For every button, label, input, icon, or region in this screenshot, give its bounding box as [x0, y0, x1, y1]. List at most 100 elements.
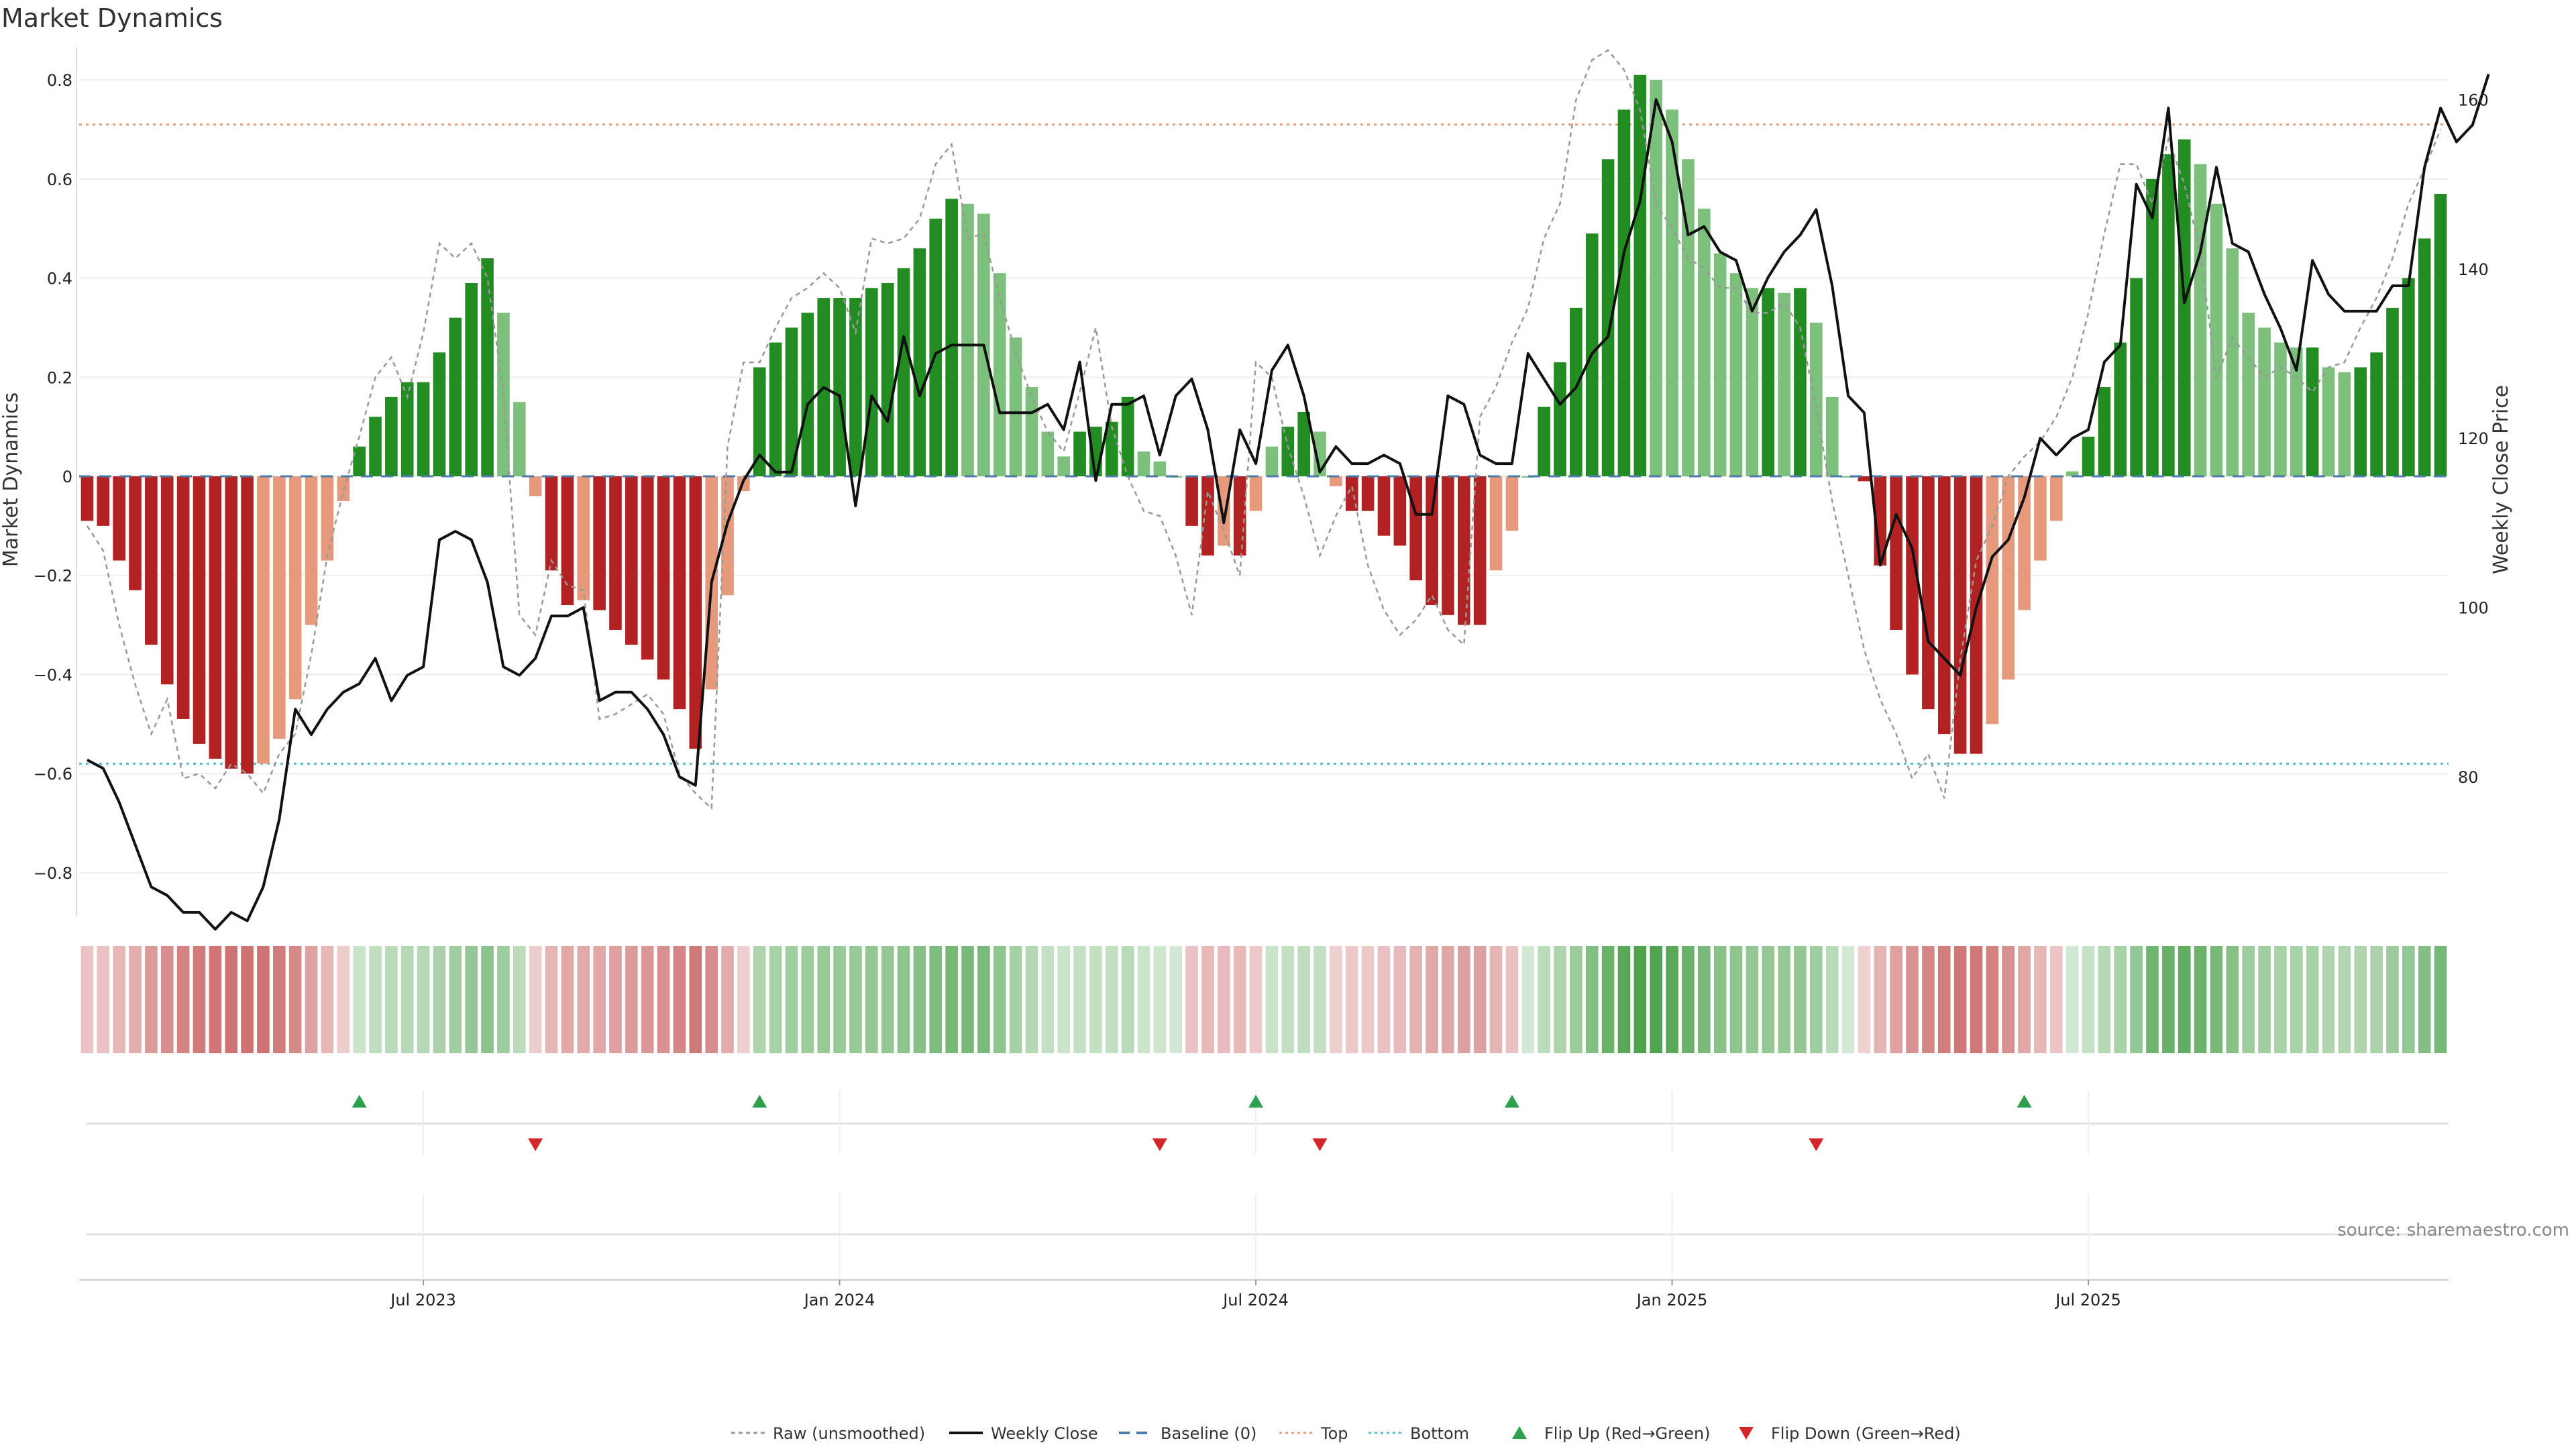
dynamics-bar — [913, 248, 926, 476]
heat-cell — [2322, 946, 2335, 1053]
dynamics-bar — [1986, 476, 1999, 724]
heat-cell — [1778, 946, 1790, 1053]
dynamics-bar — [609, 476, 622, 630]
left-tick-label: 0.8 — [47, 71, 72, 90]
dynamics-bar — [1009, 337, 1022, 476]
heat-cell — [1409, 946, 1423, 1053]
dynamics-bar — [1409, 476, 1423, 581]
dynamics-bar — [2178, 139, 2191, 476]
left-tick-label: 0.2 — [47, 368, 72, 387]
heat-cell — [1153, 946, 1167, 1053]
heat-cell — [80, 946, 94, 1053]
dynamics-bar — [1841, 476, 1855, 478]
dynamics-bar — [2418, 238, 2431, 476]
source-label: source: sharemaestro.com — [2337, 1220, 2569, 1240]
dynamics-bar — [2002, 476, 2015, 680]
dynamics-bar — [1970, 476, 1983, 754]
dynamics-bar — [2082, 436, 2095, 476]
dynamics-bar — [1937, 476, 1951, 735]
heat-cell — [305, 946, 318, 1053]
legend-label: Flip Down (Green→Red) — [1771, 1424, 1961, 1443]
heat-cell — [1073, 946, 1086, 1053]
dynamics-bar — [721, 476, 734, 596]
heat-cell — [288, 946, 302, 1053]
dynamics-bar — [2050, 476, 2063, 521]
raw-series — [86, 49, 2442, 810]
dynamics-bar — [305, 476, 318, 625]
heat-cell — [433, 946, 446, 1053]
dynamics-bar — [400, 382, 414, 476]
heat-cell — [353, 946, 366, 1053]
left-tick-label: 0.6 — [47, 170, 72, 189]
legend-label: Flip Up (Red→Green) — [1544, 1424, 1711, 1443]
dynamics-bar — [1922, 476, 1935, 710]
heat-cell — [785, 946, 798, 1053]
heat-cell — [1890, 946, 1902, 1053]
dynamics-bar — [113, 476, 125, 561]
heat-cell — [2210, 946, 2223, 1053]
dynamics-bar — [481, 258, 494, 476]
heat-cell — [1169, 946, 1183, 1053]
heat-cell — [1249, 946, 1263, 1053]
heat-cell — [657, 946, 670, 1053]
dynamics-bar — [1825, 396, 1839, 476]
heat-cell — [2146, 946, 2159, 1053]
dynamics-bar — [449, 317, 462, 476]
heat-cell — [1009, 946, 1022, 1053]
heat-cell — [1538, 946, 1550, 1053]
dynamics-bar — [513, 402, 526, 476]
heat-cell — [2274, 946, 2287, 1053]
heat-cell — [176, 946, 190, 1053]
heat-cell — [209, 946, 222, 1053]
dynamics-bar — [2354, 367, 2367, 476]
dynamics-bar — [257, 476, 270, 764]
right-tick-label: 80 — [2458, 768, 2479, 787]
dynamics-bar — [353, 446, 366, 476]
dynamics-bar — [2434, 193, 2447, 476]
heat-cell — [1986, 946, 1999, 1053]
dynamics-bar — [753, 367, 766, 476]
right-tick-label: 140 — [2458, 260, 2489, 279]
heat-cell — [1697, 946, 1711, 1053]
heat-cell — [1201, 946, 1214, 1053]
heat-cell — [2178, 946, 2191, 1053]
heat-cell — [641, 946, 654, 1053]
heat-cell — [1313, 946, 1326, 1053]
dynamics-bar — [1906, 476, 1919, 675]
dynamics-bar — [561, 476, 574, 606]
heat-cell — [1585, 946, 1599, 1053]
dynamics-bar — [1858, 476, 1871, 482]
heat-cell — [2306, 946, 2319, 1053]
dynamics-bar — [1393, 476, 1407, 546]
dynamics-bar — [1057, 456, 1070, 476]
heat-cell — [1762, 946, 1775, 1053]
heat-cell — [2402, 946, 2415, 1053]
dynamics-bar — [433, 352, 446, 476]
dynamics-bar — [2065, 471, 2079, 476]
dynamics-bar — [1778, 292, 1790, 476]
legend-flip-up-swatch — [1512, 1426, 1527, 1439]
dynamics-bar — [1762, 288, 1775, 476]
flip-up-marker — [352, 1095, 367, 1108]
heat-cell — [1682, 946, 1695, 1053]
flip-down-marker — [1152, 1138, 1167, 1151]
heat-cell — [257, 946, 270, 1053]
dynamics-bar — [1218, 476, 1230, 546]
left-y-axis-ticks: 0.8 0.6 0.4 0.2 0 −0.2 −0.4 −0.6 −0.8 — [34, 71, 72, 883]
dynamics-bar — [2194, 164, 2207, 476]
heat-cell — [1297, 946, 1310, 1053]
heat-cell — [385, 946, 398, 1053]
dynamics-bar — [1426, 476, 1438, 606]
dynamics-bar — [1442, 476, 1454, 615]
dynamics-bar — [1538, 407, 1550, 476]
dynamics-bar — [833, 298, 846, 476]
dynamics-bar — [1330, 476, 1342, 486]
heat-cell — [1458, 946, 1470, 1053]
heat-cell — [1825, 946, 1839, 1053]
heat-cell — [1185, 946, 1198, 1053]
flip-down-marker — [528, 1138, 543, 1151]
dynamics-bar — [1617, 109, 1631, 477]
dynamics-bar — [1121, 396, 1134, 476]
dynamics-bar — [577, 476, 590, 600]
heat-cell — [689, 946, 702, 1053]
